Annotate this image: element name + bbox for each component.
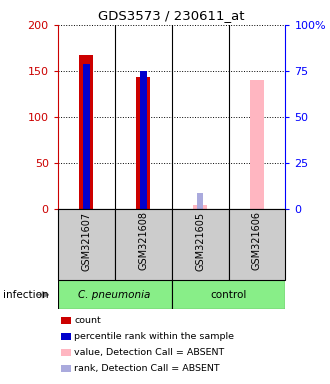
Bar bbox=[197, 193, 204, 209]
Text: C. pneumonia: C. pneumonia bbox=[79, 290, 151, 300]
Bar bbox=[228, 209, 285, 280]
Text: GSM321606: GSM321606 bbox=[252, 212, 262, 270]
Text: GSM321608: GSM321608 bbox=[138, 212, 148, 270]
Text: GSM321607: GSM321607 bbox=[81, 212, 91, 271]
Bar bbox=[172, 209, 228, 280]
Bar bbox=[250, 80, 264, 209]
Text: rank, Detection Call = ABSENT: rank, Detection Call = ABSENT bbox=[74, 364, 220, 373]
Bar bbox=[140, 71, 147, 209]
Text: GSM321605: GSM321605 bbox=[195, 212, 205, 271]
Bar bbox=[136, 76, 150, 209]
Text: value, Detection Call = ABSENT: value, Detection Call = ABSENT bbox=[74, 348, 224, 357]
Bar bbox=[193, 205, 207, 209]
Bar bbox=[79, 55, 93, 209]
Bar bbox=[58, 209, 115, 280]
Bar bbox=[115, 209, 172, 280]
Text: percentile rank within the sample: percentile rank within the sample bbox=[74, 332, 234, 341]
Bar bbox=[58, 280, 172, 309]
Text: control: control bbox=[210, 290, 247, 300]
Bar bbox=[83, 64, 90, 209]
Text: count: count bbox=[74, 316, 101, 325]
Bar bbox=[172, 280, 285, 309]
Text: infection: infection bbox=[3, 290, 49, 300]
Title: GDS3573 / 230611_at: GDS3573 / 230611_at bbox=[98, 9, 245, 22]
